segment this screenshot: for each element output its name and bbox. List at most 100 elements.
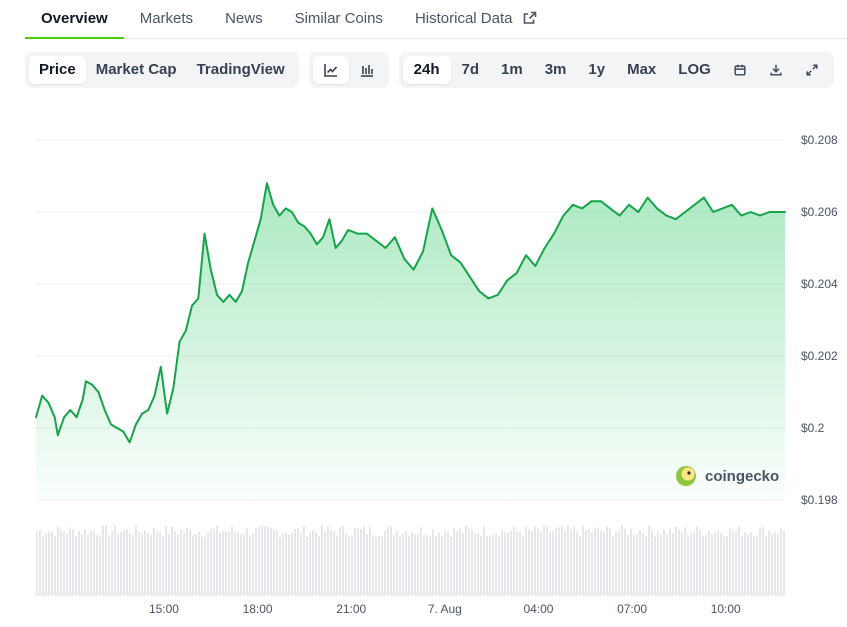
volume-bar	[258, 526, 260, 595]
x-tick-label: 04:00	[523, 602, 553, 616]
volume-bar	[408, 536, 410, 595]
volume-bar	[312, 529, 314, 595]
volume-bar	[450, 536, 452, 595]
volume-bar	[441, 535, 443, 595]
volume-bar	[423, 535, 425, 595]
volume-bar	[471, 529, 473, 595]
volume-bar	[192, 535, 194, 595]
volume-bar	[651, 530, 653, 595]
volume-bar	[243, 534, 245, 595]
volume-bar	[555, 528, 557, 595]
price-line	[35, 182, 786, 444]
volume-bar	[576, 531, 578, 595]
volume-bar	[552, 531, 554, 595]
volume-bar	[537, 528, 539, 595]
volume-bar	[372, 534, 374, 595]
volume-bar	[234, 531, 236, 595]
range-3m-button[interactable]: 3m	[544, 61, 567, 78]
volume-bar	[66, 533, 68, 595]
volume-bar	[246, 528, 248, 595]
chart-style-group	[308, 52, 389, 88]
volume-bar	[510, 530, 512, 595]
volume-bar	[132, 534, 134, 595]
volume-bar	[300, 533, 302, 595]
log-scale-button[interactable]: LOG	[678, 61, 711, 78]
range-1m-button[interactable]: 1m	[501, 61, 523, 78]
x-tick-label: 10:00	[711, 602, 741, 616]
volume-bar	[117, 534, 119, 595]
volume-bar	[411, 532, 413, 595]
volume-bar	[567, 525, 569, 595]
tab-label: News	[225, 10, 263, 27]
volume-bar	[438, 532, 440, 595]
volume-bar	[558, 527, 560, 595]
volume-bar	[54, 536, 56, 595]
tab-markets[interactable]: Markets	[124, 0, 209, 38]
range-max-button[interactable]: Max	[627, 61, 657, 78]
volume-bar	[36, 531, 38, 595]
volume-bar	[231, 526, 233, 595]
volume-bar	[762, 526, 764, 595]
volume-bar	[615, 532, 617, 595]
volume-bar	[648, 525, 650, 595]
price-chart[interactable]: $0.208 $0.206 $0.204 $0.202 $0.2 $0.198 15:00…	[0, 100, 847, 627]
volume-bar	[519, 531, 521, 595]
volume-bar	[129, 533, 131, 595]
x-tick-label: 7. Aug	[428, 602, 462, 616]
volume-bar	[78, 531, 80, 595]
volume-bar	[141, 534, 143, 595]
range-24h-button[interactable]: 24h	[402, 56, 451, 84]
volume-bar	[663, 529, 665, 595]
tab-overview[interactable]: Overview	[25, 0, 124, 39]
volume-bar	[768, 530, 770, 595]
range-7d-button[interactable]: 7d	[461, 61, 480, 78]
market-cap-button[interactable]: Market Cap	[95, 61, 177, 78]
volume-bar	[156, 532, 158, 595]
volume-bar	[375, 536, 377, 595]
volume-bar	[462, 532, 464, 595]
volume-bar	[696, 526, 698, 595]
volume-bar	[426, 535, 428, 595]
price-area	[36, 183, 785, 500]
download-button[interactable]	[758, 56, 794, 84]
line-chart-button[interactable]	[312, 56, 349, 84]
price-button[interactable]: Price	[29, 56, 86, 84]
volume-bar	[369, 527, 371, 595]
candlestick-chart-button[interactable]	[349, 56, 385, 84]
calendar-button[interactable]	[722, 56, 758, 84]
volume-bar	[189, 529, 191, 595]
volume-bar	[198, 531, 200, 595]
y-tick-label: $0.208	[801, 133, 838, 147]
volume-bar	[525, 526, 527, 595]
volume-bar	[330, 529, 332, 595]
y-tick-label: $0.2	[801, 421, 825, 435]
volume-bar	[75, 536, 77, 595]
volume-bar	[666, 534, 668, 595]
volume-bar	[96, 534, 98, 595]
chart-toolbar: Price Market Cap TradingView 24h 7d 1m 3…	[25, 52, 844, 88]
volume-bar	[603, 531, 605, 595]
x-tick-label: 21:00	[336, 602, 366, 616]
volume-bar	[321, 525, 323, 595]
volume-bar	[414, 534, 416, 595]
range-1y-button[interactable]: 1y	[588, 61, 606, 78]
volume-bar	[444, 531, 446, 595]
volume-bar	[699, 530, 701, 595]
tab-historical-data[interactable]: Historical Data	[399, 0, 553, 38]
volume-bar	[240, 533, 242, 595]
volume-bar	[396, 531, 398, 595]
volume-bar	[495, 533, 497, 595]
volume-bar	[660, 534, 662, 595]
x-tick-label: 07:00	[617, 602, 647, 616]
tab-similar-coins[interactable]: Similar Coins	[279, 0, 399, 38]
tab-news[interactable]: News	[209, 0, 279, 38]
volume-bar	[252, 533, 254, 595]
y-tick-label: $0.204	[801, 277, 838, 291]
volume-bar	[315, 531, 317, 595]
volume-bar	[717, 530, 719, 595]
volume-bar	[324, 531, 326, 595]
tradingview-button[interactable]: TradingView	[196, 61, 285, 78]
volume-bar	[561, 526, 563, 595]
fullscreen-button[interactable]	[794, 56, 830, 84]
volume-bar	[675, 526, 677, 595]
